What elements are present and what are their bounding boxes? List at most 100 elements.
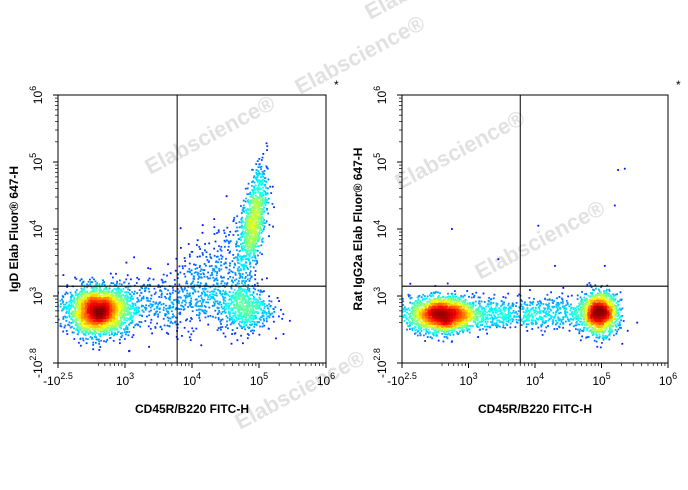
event-dot [180, 304, 182, 307]
event-dot [252, 240, 255, 242]
event-dot [212, 315, 214, 318]
event-dot [253, 176, 255, 179]
event-dot [130, 278, 132, 281]
event-dot [77, 317, 80, 319]
event-dot [247, 213, 250, 216]
event-dot [99, 324, 102, 326]
event-dot [89, 303, 92, 305]
event-dot [243, 207, 246, 209]
event-dot [253, 254, 256, 257]
event-dot [251, 249, 253, 252]
event-dot [223, 309, 226, 311]
event-dot [92, 314, 94, 317]
event-dot [139, 325, 142, 328]
event-dot [229, 317, 231, 320]
event-dot [113, 328, 116, 331]
event-dot [243, 314, 246, 317]
event-dot [116, 294, 119, 297]
event-dot [224, 335, 227, 338]
event-dot [141, 304, 143, 307]
event-dot [260, 228, 262, 230]
event-dot [81, 321, 83, 324]
event-dot [180, 308, 182, 311]
event-dot [217, 231, 220, 233]
event-dot [64, 293, 67, 296]
event-dot [71, 325, 73, 328]
event-dot [96, 306, 99, 308]
event-dot [128, 312, 131, 315]
event-dot [141, 297, 143, 300]
event-dot [239, 304, 242, 307]
event-dot [86, 331, 89, 333]
event-dot [242, 309, 245, 312]
event-dot [192, 330, 195, 333]
event-dot [133, 256, 135, 259]
event-dot [146, 315, 148, 318]
event-dot [248, 221, 251, 224]
event-dot [214, 278, 217, 281]
event-dot [211, 290, 213, 293]
event-dot [74, 310, 77, 313]
event-dot [211, 273, 214, 276]
event-dot [196, 267, 199, 269]
event-dot [258, 317, 261, 320]
event-dot [63, 303, 65, 306]
event-dot [239, 255, 241, 258]
event-dot [257, 289, 260, 292]
event-dot [105, 315, 108, 317]
event-dot [169, 292, 171, 295]
event-dot [256, 311, 259, 314]
event-dot [104, 314, 107, 316]
event-dot [230, 309, 233, 312]
event-dot [255, 213, 257, 215]
event-dot [255, 205, 257, 208]
event-dot [125, 302, 128, 305]
event-dot [98, 295, 101, 298]
event-dot [254, 314, 257, 317]
event-dot [83, 321, 86, 324]
event-dot [144, 306, 146, 309]
event-dot [115, 293, 117, 295]
event-dot [80, 278, 83, 281]
event-dot [231, 301, 234, 304]
event-dot [253, 175, 256, 178]
event-dot [251, 320, 254, 323]
event-dot [76, 333, 79, 336]
event-dot [59, 305, 62, 308]
event-dot [75, 294, 77, 297]
event-dot [153, 314, 156, 316]
event-dot [217, 317, 220, 319]
event-dot [105, 311, 108, 313]
event-dot [181, 305, 184, 307]
event-dot [257, 206, 260, 209]
event-dot [84, 313, 87, 316]
event-dot [124, 295, 126, 297]
event-dot [95, 336, 98, 339]
event-dot [260, 307, 262, 310]
event-dot [196, 314, 198, 316]
event-dot [256, 307, 259, 310]
event-dot [91, 290, 94, 292]
event-dot [87, 300, 90, 303]
event-dot [236, 298, 239, 300]
event-dot [127, 317, 130, 320]
event-dot [215, 255, 218, 258]
event-dot [98, 290, 101, 293]
event-dot [274, 306, 277, 308]
event-dot [186, 289, 188, 292]
event-dot [247, 306, 250, 308]
event-dot [130, 311, 133, 314]
event-dot [245, 229, 247, 232]
event-dot [126, 319, 128, 322]
event-dot [214, 240, 217, 243]
event-dot [244, 209, 247, 212]
event-dot [98, 293, 100, 296]
event-dot [209, 253, 211, 256]
event-dot [96, 324, 99, 327]
event-dot [238, 226, 241, 229]
event-dot [251, 181, 253, 183]
event-dot [260, 176, 263, 179]
event-dot [151, 305, 154, 307]
event-dot [244, 200, 247, 203]
event-dot [271, 185, 274, 188]
